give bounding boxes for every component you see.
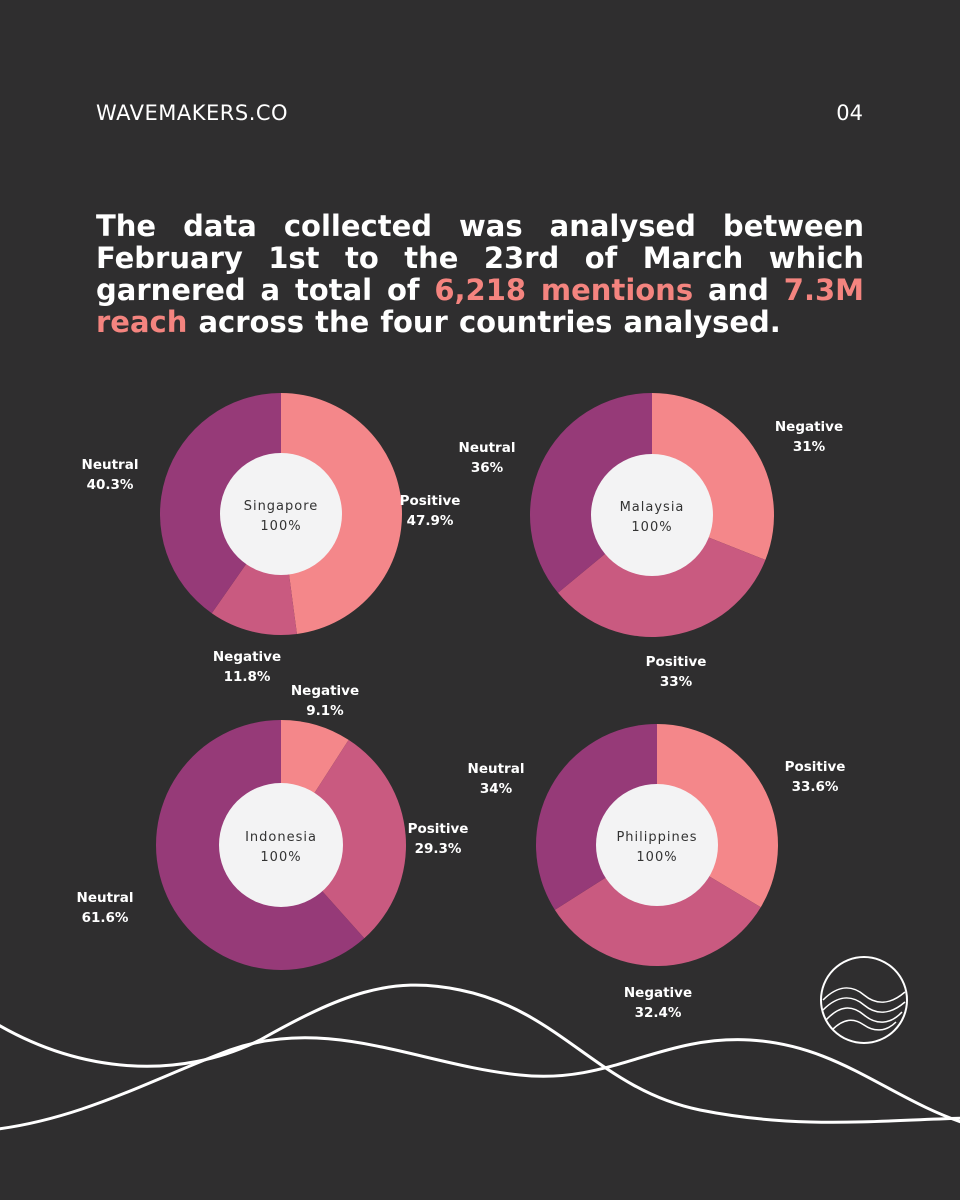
singapore-label-neutral-value: 40.3% — [87, 477, 134, 493]
philippines-center — [596, 784, 718, 906]
philippines-label-negative-value: 32.4% — [635, 1005, 682, 1021]
malaysia-label-positive-value: 33% — [660, 674, 693, 690]
malaysia-label-negative-value: 31% — [793, 439, 826, 455]
philippines-label-neutral-name: Neutral — [468, 761, 525, 777]
singapore-label-negative-value: 11.8% — [224, 669, 271, 685]
malaysia-center — [591, 454, 713, 576]
indonesia-slice-positive — [281, 739, 407, 939]
headline-text-2: and — [693, 273, 784, 307]
indonesia-label-negative-name: Negative — [291, 683, 359, 699]
singapore-label-neutral-name: Neutral — [82, 457, 139, 473]
malaysia-label-neutral-name: Neutral — [459, 440, 516, 456]
malaysia-slice-positive — [557, 515, 766, 638]
mentions-highlight: 6,218 mentions — [434, 273, 694, 307]
headline: The data collected was analysed between … — [96, 210, 864, 338]
singapore-label-positive-value: 47.9% — [407, 513, 454, 529]
malaysia-center-value: 100% — [631, 520, 672, 535]
philippines-label-positive-value: 33.6% — [792, 779, 839, 795]
philippines-label-neutral-value: 34% — [480, 781, 513, 797]
wave-line-1 — [0, 983, 960, 1124]
wave-line-2 — [0, 1036, 960, 1131]
singapore-center — [220, 453, 342, 575]
headline-text-3: across the four countries analysed. — [187, 305, 781, 339]
singapore-slice-neutral — [160, 393, 281, 614]
singapore-center-label: Singapore — [244, 499, 319, 514]
philippines-center-label: Philippines — [616, 830, 697, 845]
indonesia-label-negative-value: 9.1% — [306, 703, 344, 719]
indonesia-center — [219, 783, 343, 907]
reach-highlight: 7.3M reach — [96, 273, 864, 339]
philippines-center-value: 100% — [636, 850, 677, 865]
indonesia-label-neutral-value: 61.6% — [82, 910, 129, 926]
indonesia-label-positive-value: 29.3% — [415, 841, 462, 857]
malaysia-label-negative-name: Negative — [775, 419, 843, 435]
philippines-label-positive-name: Positive — [785, 759, 846, 775]
indonesia-label-positive-name: Positive — [408, 821, 469, 837]
singapore-label-negative-name: Negative — [213, 649, 281, 665]
philippines-label-negative-name: Negative — [624, 985, 692, 1001]
page-number: 04 — [836, 101, 863, 125]
malaysia-label-neutral-value: 36% — [471, 460, 504, 476]
indonesia-label-neutral-name: Neutral — [77, 890, 134, 906]
singapore-label-positive-name: Positive — [400, 493, 461, 509]
brand-name: WAVEMAKERS.CO — [96, 101, 289, 125]
indonesia-center-value: 100% — [260, 850, 301, 865]
headline-text-1: The data collected was analysed between … — [96, 209, 864, 307]
malaysia-center-label: Malaysia — [620, 500, 685, 515]
malaysia-slice-neutral — [529, 392, 652, 593]
indonesia-center-label: Indonesia — [245, 830, 317, 845]
wave-logo-icon — [820, 956, 908, 1044]
malaysia-label-positive-name: Positive — [646, 654, 707, 670]
singapore-center-value: 100% — [260, 519, 301, 534]
